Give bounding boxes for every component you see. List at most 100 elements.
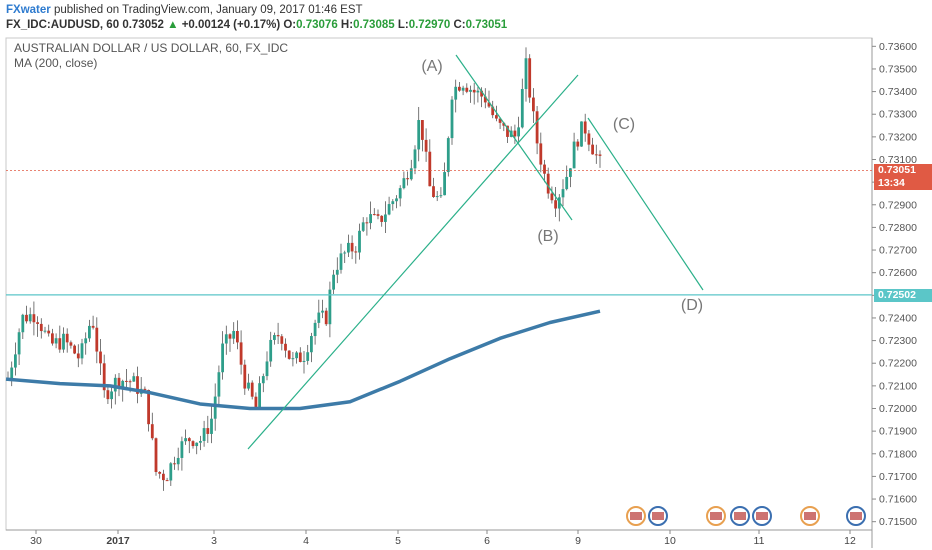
candle-body	[491, 106, 495, 116]
candle-body	[280, 336, 284, 344]
candle-body	[284, 343, 287, 351]
candle-body	[321, 310, 324, 313]
candle-body	[424, 139, 428, 152]
candle-body	[165, 480, 169, 482]
candle-body	[32, 314, 36, 323]
price-change: +0.00124 (+0.17%)	[181, 19, 281, 31]
level-price-tag: 0.72502	[874, 289, 932, 302]
candle-body	[276, 335, 280, 337]
candle-body	[73, 345, 76, 354]
candle-body	[269, 339, 273, 362]
y-tick-label: 0.73100	[879, 154, 917, 166]
x-tick-label: 3	[211, 535, 217, 547]
candle-body	[469, 89, 472, 92]
candle-body	[369, 214, 372, 224]
candle-body	[347, 242, 350, 253]
open-label: O:	[283, 19, 297, 31]
candle-body	[535, 111, 539, 144]
candle-body	[265, 361, 269, 377]
publisher-name[interactable]: FXwater	[6, 4, 51, 16]
candle-body	[387, 204, 391, 215]
candle-body	[476, 90, 480, 93]
candle-body	[391, 201, 395, 205]
candle-body	[594, 154, 598, 156]
candle-body	[99, 351, 102, 364]
candle-body	[313, 322, 317, 337]
event-flag-icon	[734, 512, 746, 520]
candle-body	[472, 89, 476, 93]
event-flag-icon	[710, 512, 722, 520]
candle-body	[202, 428, 206, 441]
candle-body	[517, 127, 520, 137]
candle-body	[184, 438, 187, 442]
event-flag-icon	[756, 512, 768, 520]
low-value: 0.72970	[408, 19, 451, 31]
candle-body	[287, 350, 291, 359]
candle-body	[210, 418, 213, 434]
candle-body	[258, 383, 261, 408]
candle-body	[80, 343, 84, 359]
y-tick-label: 0.72900	[879, 199, 917, 211]
candle-body	[21, 314, 25, 333]
candle-body	[158, 471, 162, 474]
candle-body	[121, 380, 125, 389]
high-value: 0.73085	[353, 19, 395, 31]
y-tick-label: 0.73600	[879, 41, 917, 53]
candle-body	[54, 338, 58, 344]
candle-body	[358, 230, 361, 253]
publish-line: FXwater published on TradingView.com, Ja…	[6, 3, 363, 17]
y-tick-label: 0.72000	[879, 403, 917, 415]
candle-body	[339, 253, 343, 270]
candle-body	[173, 463, 176, 465]
y-tick-label: 0.73400	[879, 86, 917, 98]
candle-body	[150, 424, 154, 439]
candle-body	[295, 352, 298, 359]
candle-body	[25, 314, 28, 322]
candle-body	[398, 188, 402, 199]
candle-body	[302, 360, 306, 362]
candle-body	[28, 314, 32, 322]
candle-body	[17, 332, 21, 355]
candle-body	[506, 125, 509, 137]
open-value: 0.73076	[296, 19, 338, 31]
candle-body	[520, 89, 524, 128]
candle-body	[298, 352, 302, 362]
event-flag-icon	[850, 512, 862, 520]
candle-body	[224, 334, 228, 344]
candle-body	[43, 330, 47, 332]
candle-body	[395, 198, 398, 202]
candle-body	[461, 87, 465, 91]
candle-body	[561, 189, 565, 198]
candle-body	[402, 178, 406, 189]
candle-body	[102, 363, 106, 391]
candle-body	[273, 335, 276, 340]
close-value: 0.73051	[465, 19, 508, 31]
event-flag-icon	[804, 512, 816, 520]
candle-body	[446, 138, 450, 173]
candle-body	[495, 115, 498, 119]
candle-body	[428, 151, 432, 187]
candle-body	[554, 200, 557, 209]
candle-body	[350, 242, 354, 252]
candle-body	[310, 336, 313, 353]
y-tick-label: 0.72300	[879, 335, 917, 347]
candle-body	[221, 343, 224, 373]
candle-body	[332, 274, 335, 290]
candle-body	[254, 396, 258, 408]
candle-body	[546, 173, 550, 194]
candle-body	[343, 252, 347, 254]
candle-body	[39, 323, 43, 332]
candle-body	[176, 457, 180, 465]
change-up-icon: ▲	[167, 19, 179, 31]
candle-body	[384, 214, 387, 222]
candle-body	[36, 322, 39, 324]
candle-body	[117, 377, 121, 389]
candle-body	[598, 154, 602, 156]
candle-body	[162, 473, 165, 481]
candle-body	[580, 121, 583, 147]
candle-body	[465, 87, 469, 92]
candle-body	[69, 342, 73, 346]
y-tick-label: 0.73200	[879, 131, 917, 143]
y-tick-label: 0.72700	[879, 245, 917, 257]
